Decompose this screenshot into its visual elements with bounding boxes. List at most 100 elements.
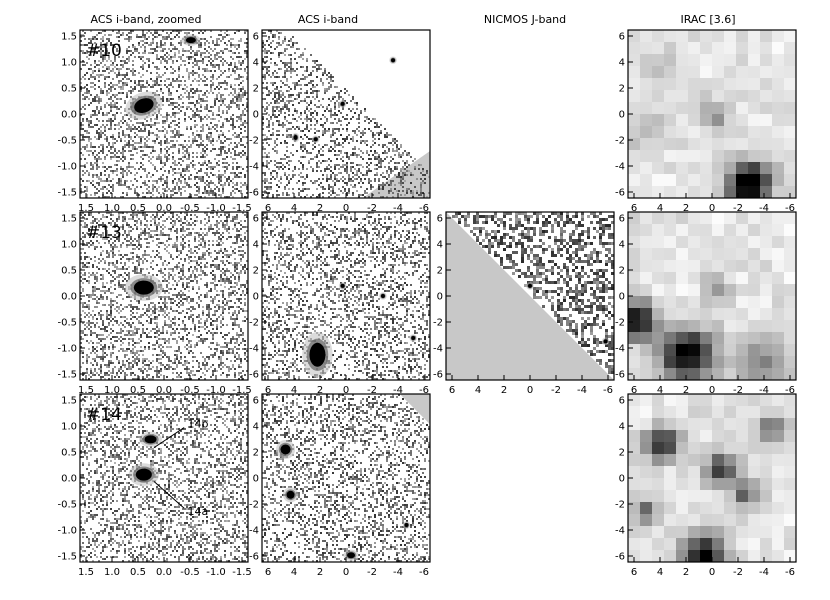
- y-tick-label: -1.5: [57, 370, 77, 381]
- y-tick-label: 0.5: [61, 448, 77, 459]
- x-tick-label: -1.5: [232, 203, 252, 214]
- y-tick-label: 4: [619, 58, 625, 69]
- annotation-14a: 14a: [188, 505, 209, 518]
- x-tick-label: -1.0: [206, 567, 226, 578]
- y-tick-label: 0.5: [61, 84, 77, 95]
- x-tick-label: -6: [785, 203, 795, 214]
- y-tick-label: -0.5: [57, 318, 77, 329]
- x-tick-label: 6: [631, 567, 637, 578]
- x-tick-label: 0: [343, 203, 349, 214]
- y-tick-label: 6: [619, 32, 625, 43]
- y-tick-label: -4: [615, 344, 625, 355]
- y-tick-label: 0: [619, 292, 625, 303]
- x-tick-label: 4: [475, 385, 481, 396]
- panel-irac: 6 4 2 0 -2 -4 -6 6 4 2 0 -2 -4 -6: [615, 211, 797, 396]
- x-tick-label: 2: [683, 385, 689, 396]
- x-tick-label: 1.0: [104, 203, 120, 214]
- y-tick-label: -2: [249, 136, 259, 147]
- y-tick-label: -0.5: [57, 136, 77, 147]
- x-tick-label: -0.5: [180, 385, 200, 396]
- x-tick-label: 1.0: [104, 567, 120, 578]
- x-tick-label: 0.5: [130, 567, 146, 578]
- y-tick-label: -1.5: [57, 552, 77, 563]
- x-tick-label: 4: [657, 567, 663, 578]
- x-tick-label: -6: [603, 385, 613, 396]
- panel-acs: 6 4 2 0 -2 -4 -6 6 4 2 0 -2 -4 -6: [249, 211, 431, 396]
- y-tick-label: 4: [619, 240, 625, 251]
- x-tick-label: 0.0: [156, 385, 172, 396]
- x-tick-label: 0.5: [130, 385, 146, 396]
- y-tick-label: 4: [253, 240, 259, 251]
- y-tick-label: -4: [249, 526, 259, 537]
- y-tick-label: 6: [253, 32, 259, 43]
- y-tick-label: -1.0: [57, 344, 77, 355]
- y-tick-label: -2: [433, 318, 443, 329]
- x-tick-label: 6: [265, 567, 271, 578]
- x-tick-label: -2: [367, 203, 377, 214]
- x-tick-label: -2: [367, 385, 377, 396]
- y-tick-label: 4: [619, 422, 625, 433]
- y-tick-label: -6: [249, 370, 259, 381]
- column-title-irac: IRAC [3.6]: [680, 13, 735, 26]
- y-tick-label: -4: [615, 162, 625, 173]
- y-tick-label: 2: [253, 84, 259, 95]
- object-label: #14: [86, 405, 122, 425]
- y-tick-label: 1.0: [61, 422, 77, 433]
- y-tick-label: -4: [615, 526, 625, 537]
- x-tick-label: 6: [631, 203, 637, 214]
- x-tick-label: -6: [419, 567, 429, 578]
- panel-acs-zoomed: 1.5 1.0 0.5 0.0 -0.5 -1.0 -1.51.51.00.50.0-0.5…: [57, 211, 252, 396]
- x-tick-label: -2: [733, 567, 743, 578]
- y-tick-label: -6: [249, 552, 259, 563]
- object-label: #13: [86, 223, 122, 243]
- y-tick-label: 2: [619, 84, 625, 95]
- column-title-acs-zoomed: ACS i-band, zoomed: [91, 13, 202, 26]
- panel-nicmos: 6 4 2 0 -2 -4 -6 6 4 2 0 -2 -4 -6: [433, 211, 615, 396]
- y-tick-label: 2: [437, 266, 443, 277]
- x-tick-label: 0.0: [156, 203, 172, 214]
- x-tick-label: 0: [343, 385, 349, 396]
- x-tick-label: 0: [709, 203, 715, 214]
- y-tick-label: 0.5: [61, 266, 77, 277]
- y-tick-label: -1.0: [57, 526, 77, 537]
- x-tick-label: 2: [317, 385, 323, 396]
- object-label: #10: [86, 41, 122, 61]
- x-tick-label: -1.0: [206, 385, 226, 396]
- x-tick-label: -1.5: [232, 567, 252, 578]
- y-tick-label: 0.0: [61, 292, 77, 303]
- y-tick-label: -2: [249, 500, 259, 511]
- x-tick-label: 4: [657, 203, 663, 214]
- y-tick-label: 6: [619, 396, 625, 407]
- y-tick-label: 4: [437, 240, 443, 251]
- x-tick-label: -2: [551, 385, 561, 396]
- y-tick-label: 4: [253, 58, 259, 69]
- x-tick-label: 6: [449, 385, 455, 396]
- y-tick-label: -2: [615, 136, 625, 147]
- y-tick-label: 0: [619, 474, 625, 485]
- x-tick-label: -1.5: [232, 385, 252, 396]
- x-tick-label: 0.5: [130, 203, 146, 214]
- x-tick-label: 6: [265, 385, 271, 396]
- x-tick-label: 2: [317, 203, 323, 214]
- x-tick-label: -2: [367, 567, 377, 578]
- panel-acs-zoomed: 1.5 1.0 0.5 0.0 -0.5 -1.0 -1.51.51.00.50.0-0.5…: [57, 29, 252, 214]
- x-tick-label: 0: [527, 385, 533, 396]
- y-tick-label: -1.5: [57, 188, 77, 199]
- y-tick-label: -6: [615, 552, 625, 563]
- y-tick-label: -6: [433, 370, 443, 381]
- y-tick-label: 2: [253, 266, 259, 277]
- y-tick-label: -6: [249, 188, 259, 199]
- x-tick-label: 6: [265, 203, 271, 214]
- x-tick-label: -4: [759, 203, 769, 214]
- y-tick-label: -1.0: [57, 162, 77, 173]
- x-tick-label: 4: [291, 203, 297, 214]
- x-tick-label: 1.5: [78, 203, 94, 214]
- panel-acs-zoomed: 1.5 1.0 0.5 0.0 -0.5 -1.0 -1.51.51.00.50.0-0.5…: [57, 393, 252, 578]
- panel-irac: 6 4 2 0 -2 -4 -6 6 4 2 0 -2 -4 -6: [615, 29, 797, 214]
- x-tick-label: -6: [785, 567, 795, 578]
- x-tick-label: -6: [785, 385, 795, 396]
- y-tick-label: -6: [615, 370, 625, 381]
- y-tick-label: 1.0: [61, 240, 77, 251]
- y-tick-label: 0.0: [61, 110, 77, 121]
